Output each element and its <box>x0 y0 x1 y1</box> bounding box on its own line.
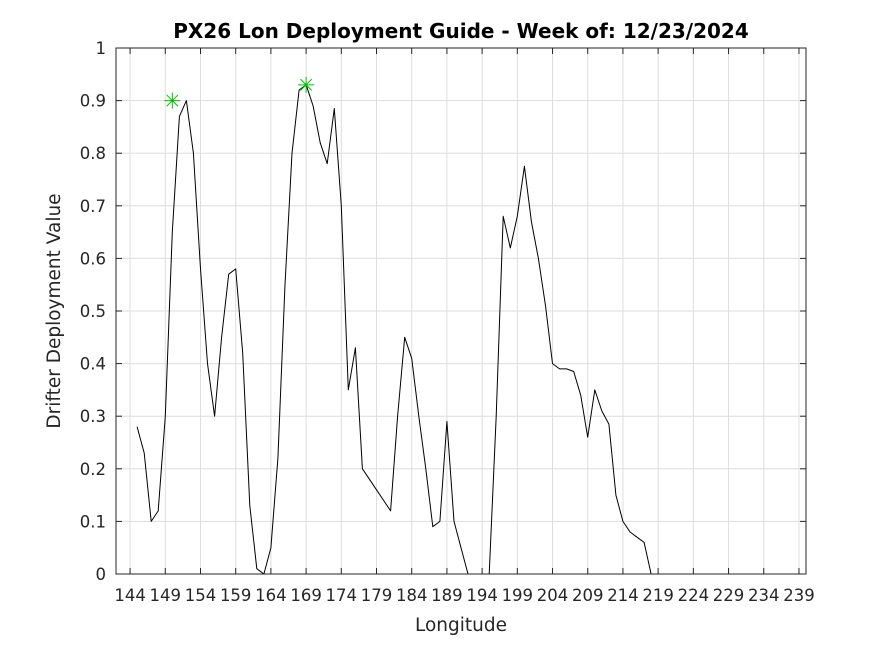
y-tick-label: 0.2 <box>80 460 106 479</box>
x-tick-label: 224 <box>678 586 710 605</box>
x-tick-label: 189 <box>431 586 463 605</box>
x-tick-label: 239 <box>783 586 815 605</box>
x-tick-label: 144 <box>114 586 146 605</box>
y-tick-label: 0.8 <box>80 144 106 163</box>
y-tick-label: 0.5 <box>80 302 106 321</box>
marker-layer <box>164 76 315 109</box>
x-tick-label: 209 <box>572 586 604 605</box>
peak-marker-stroke <box>300 78 313 91</box>
y-tick-label: 0.9 <box>80 92 106 111</box>
peak-marker <box>164 92 181 109</box>
x-tick-label: 159 <box>220 586 252 605</box>
x-tick-label: 194 <box>466 586 498 605</box>
x-tick-label: 154 <box>185 586 217 605</box>
x-tick-label: 169 <box>290 586 322 605</box>
y-tick-label: 0.6 <box>80 249 106 268</box>
y-tick-label: 1 <box>96 39 107 58</box>
x-tick-label: 234 <box>748 586 780 605</box>
y-tick-label: 0 <box>96 565 107 584</box>
peak-marker <box>298 76 315 93</box>
y-axis-label: Drifter Deployment Value <box>44 193 65 428</box>
y-tick-label: 0.3 <box>80 407 106 426</box>
y-axis-ticks: 0 0.1 0.2 0.3 0.4 0.5 0.6 0.7 0.8 0.9 1 <box>80 39 806 584</box>
x-tick-label: 229 <box>713 586 745 605</box>
x-tick-label: 199 <box>502 586 534 605</box>
x-axis-ticks: 144 149 154 159 164 169 174 179 184 189 194 199 204 2… <box>114 48 815 605</box>
grid-lines <box>116 47 806 575</box>
y-tick-label: 0.4 <box>80 355 106 374</box>
x-tick-label: 214 <box>607 586 639 605</box>
x-tick-label: 174 <box>326 586 358 605</box>
x-tick-label: 164 <box>255 586 287 605</box>
x-tick-label: 184 <box>396 586 428 605</box>
y-tick-label: 0.7 <box>80 197 106 216</box>
x-axis-label: Longitude <box>415 615 507 636</box>
x-tick-label: 204 <box>537 586 569 605</box>
x-tick-label: 219 <box>642 586 674 605</box>
chart-title: PX26 Lon Deployment Guide - Week of: 12/… <box>173 19 749 43</box>
x-tick-label: 179 <box>361 586 393 605</box>
y-tick-label: 0.1 <box>80 512 106 531</box>
peak-marker-stroke <box>166 94 179 107</box>
x-tick-label: 149 <box>150 586 182 605</box>
